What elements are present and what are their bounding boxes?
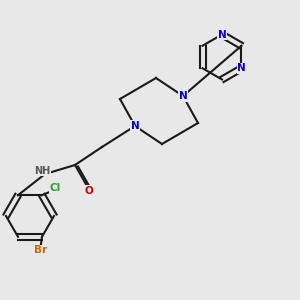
Text: N: N bbox=[218, 29, 226, 40]
Text: Br: Br bbox=[34, 245, 47, 255]
Text: N: N bbox=[178, 91, 188, 101]
Text: N: N bbox=[237, 63, 246, 73]
Text: N: N bbox=[130, 121, 140, 131]
Text: O: O bbox=[84, 185, 93, 196]
Text: Cl: Cl bbox=[50, 183, 61, 193]
Text: NH: NH bbox=[34, 166, 50, 176]
